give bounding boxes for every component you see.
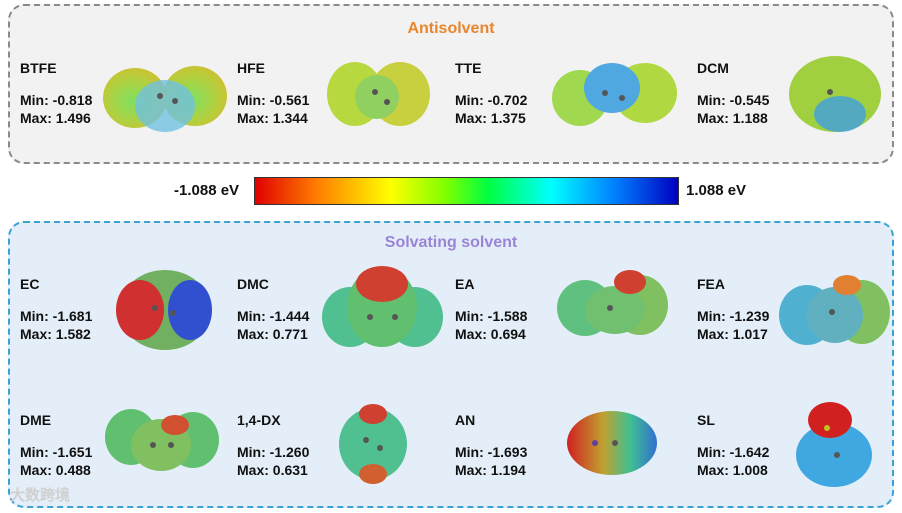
antisolvent-title: Antisolvent [407, 20, 495, 37]
molecule-max: Max: 0.631 [237, 462, 308, 478]
molecule-min: Min: -0.818 [20, 92, 93, 108]
molecule-max: Max: 0.694 [455, 326, 526, 342]
molecule-max: Max: 1.008 [697, 462, 768, 478]
hfe-esp-surface [327, 62, 430, 126]
molecule-name: DCM [697, 60, 729, 76]
dcm-esp-surface [789, 56, 881, 132]
molecule-max: Max: 1.344 [237, 110, 308, 126]
molecule-max: Max: 1.582 [20, 326, 91, 342]
ec-esp-surface [116, 270, 212, 350]
molecule-name: EC [20, 276, 40, 292]
tte-esp-surface [552, 63, 677, 126]
dmc-esp-surface [322, 266, 443, 347]
molecule-name: 1,4-DX [237, 412, 281, 428]
molecule-min: Min: -1.693 [455, 444, 528, 460]
molecule-name: FEA [697, 276, 725, 292]
molecule-name: DME [20, 412, 52, 428]
dme-esp-surface [105, 409, 219, 471]
molecule-min: Min: -1.651 [20, 444, 93, 460]
colorbar-min-label: -1.088 eV [174, 182, 240, 199]
an-esp-surface [567, 411, 657, 475]
btfe-esp-surface [103, 66, 227, 132]
1-4-dx-esp-surface [339, 404, 407, 484]
colorbar [254, 177, 679, 205]
molecule-max: Max: 1.194 [455, 462, 526, 478]
molecule-name: HFE [237, 60, 265, 76]
molecule-min: Min: -1.239 [697, 308, 770, 324]
molecule-min: Min: -0.561 [237, 92, 310, 108]
molecule-max: Max: 0.488 [20, 462, 91, 478]
ea-esp-surface [557, 270, 668, 336]
molecule-max: Max: 1.188 [697, 110, 768, 126]
molecule-name: EA [455, 276, 475, 292]
molecule-name: AN [455, 412, 476, 428]
molecule-max: Max: 0.771 [237, 326, 308, 342]
molecule-max: Max: 1.375 [455, 110, 526, 126]
molecule-min: Min: -1.681 [20, 308, 93, 324]
molecule-min: Min: -1.260 [237, 444, 310, 460]
colorbar-max-label: 1.088 eV [686, 182, 747, 199]
molecule-name: BTFE [20, 60, 57, 76]
molecule-min: Min: -1.444 [237, 308, 310, 324]
molecule-max: Max: 1.017 [697, 326, 768, 342]
sl-esp-surface [796, 402, 872, 487]
molecule-max: Max: 1.496 [20, 110, 91, 126]
watermark: 大数跨境 [10, 487, 71, 504]
molecule-min: Min: -0.545 [697, 92, 770, 108]
fea-esp-surface [779, 275, 890, 345]
molecule-min: Min: -1.642 [697, 444, 770, 460]
molecule-name: TTE [455, 60, 482, 76]
molecule-name: DMC [237, 276, 269, 292]
molecule-min: Min: -0.702 [455, 92, 528, 108]
molecule-name: SL [697, 412, 715, 428]
solvating-solvent-title: Solvating solvent [384, 234, 518, 251]
molecule-min: Min: -1.588 [455, 308, 528, 324]
